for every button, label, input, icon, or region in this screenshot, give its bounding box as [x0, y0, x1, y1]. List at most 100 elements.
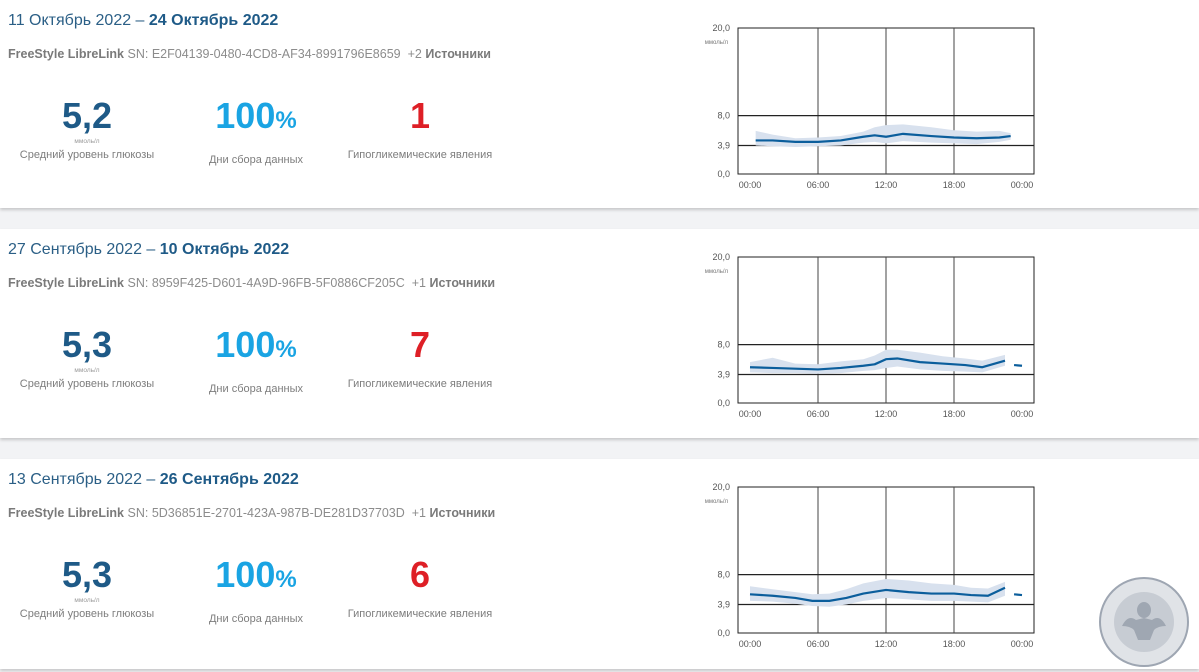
report-card-3: 13 Сентябрь 2022 – 26 Сентябрь 2022 Free…	[0, 459, 1199, 669]
avg-glucose-value: 5,3	[61, 554, 113, 595]
report-card-1: 11 Октябрь 2022 – 24 Октябрь 2022 FreeSt…	[0, 0, 1199, 208]
data-days-stat: 100% Дни сбора данных	[196, 325, 316, 396]
avg-glucose-unit: ммоль/л	[74, 597, 100, 604]
y-unit-label: ммоль/л	[705, 269, 729, 275]
date-start: 11 Октябрь 2022	[8, 12, 132, 29]
date-start: 13 Сентябрь 2022	[8, 471, 142, 488]
data-days-percent: %	[275, 107, 297, 134]
y-unit-label: ммоль/л	[705, 40, 729, 46]
x-tick-label: 06:00	[807, 409, 830, 419]
date-range: 27 Сентябрь 2022 – 10 Октябрь 2022	[8, 241, 289, 259]
data-days-value: 100	[215, 324, 276, 365]
data-days-value: 100	[215, 95, 276, 136]
date-separator: –	[141, 471, 160, 488]
avg-glucose-value: 5,2	[61, 95, 113, 136]
median-glucose-line-tail	[1013, 593, 1023, 597]
y-tick-label: 0,0	[717, 628, 730, 638]
avg-glucose-stat: 5,2 ммоль/л Средний уровень глюкозы	[12, 95, 162, 162]
date-separator: –	[141, 241, 160, 258]
y-tick-label: 0,0	[717, 169, 730, 179]
glucose-profile-chart: 0,0 3,9 8,0 20,0 ммоль/л 00:00 06:00 12:00 18:00…	[705, 482, 1035, 649]
date-start: 27 Сентябрь 2022	[8, 241, 142, 258]
date-range: 11 Октябрь 2022 – 24 Октябрь 2022	[8, 12, 278, 30]
serial-number: 8959F425-D601-4A9D-96FB-5F0886CF205C	[151, 276, 405, 290]
avg-glucose-value: 5,3	[61, 324, 113, 365]
sn-label: SN:	[127, 47, 149, 61]
device-name: FreeStyle LibreLink	[8, 506, 125, 520]
y-tick-label: 20,0	[712, 23, 730, 33]
data-days-percent: %	[275, 336, 297, 363]
hypo-events-value: 6	[409, 554, 431, 595]
x-tick-label: 06:00	[807, 639, 830, 649]
variability-band	[750, 349, 1005, 374]
device-name: FreeStyle LibreLink	[8, 276, 125, 290]
date-end: 26 Сентябрь 2022	[159, 471, 299, 488]
device-info: FreeStyle LibreLink SN: 8959F425-D601-4A…	[8, 276, 495, 290]
avg-glucose-label: Средний уровень глюкозы	[19, 378, 155, 390]
hypo-events-label: Гипогликемические явления	[347, 378, 493, 390]
y-tick-label: 20,0	[712, 252, 730, 262]
sources-link[interactable]: Источники	[429, 276, 496, 290]
y-tick-label: 3,9	[717, 141, 730, 151]
hypo-events-label: Гипогликемические явления	[347, 608, 493, 620]
data-days-stat: 100% Дни сбора данных	[196, 554, 316, 626]
device-info: FreeStyle LibreLink SN: 5D36851E-2701-42…	[8, 506, 495, 520]
x-tick-label: 00:00	[739, 409, 762, 419]
hypo-events-stat: 6 Гипогликемические явления	[340, 554, 500, 621]
data-days-stat: 100% Дни сбора данных	[196, 96, 316, 167]
sources-link[interactable]: Источники	[429, 506, 496, 520]
hypo-events-value: 7	[409, 324, 431, 365]
data-days-label: Дни сбора данных	[208, 383, 304, 395]
median-glucose-line-tail	[1013, 363, 1023, 367]
device-info: FreeStyle LibreLink SN: E2F04139-0480-4C…	[8, 47, 491, 61]
y-tick-label: 3,9	[717, 600, 730, 610]
y-tick-label: 8,0	[717, 340, 730, 350]
serial-number: E2F04139-0480-4CD8-AF34-8991796E8659	[151, 47, 401, 61]
report-card-2: 27 Сентябрь 2022 – 10 Октябрь 2022 FreeS…	[0, 229, 1199, 438]
median-glucose-line	[749, 586, 1006, 602]
data-days-value-row: 100%	[196, 325, 316, 370]
avg-glucose-stat: 5,3 ммоль/л Средний уровень глюкозы	[12, 324, 162, 391]
avg-glucose-unit: ммоль/л	[74, 138, 100, 145]
data-days-value: 100	[215, 554, 276, 595]
x-tick-label: 12:00	[875, 639, 898, 649]
x-tick-label: 12:00	[875, 409, 898, 419]
sn-label: SN:	[127, 506, 149, 520]
x-tick-label: 00:00	[1011, 409, 1034, 419]
data-days-value-row: 100%	[196, 96, 316, 141]
sources-link[interactable]: Источники	[425, 47, 491, 61]
data-days-percent: %	[275, 566, 297, 593]
avg-glucose-unit: ммоль/л	[74, 367, 100, 374]
sources-count[interactable]: +2	[407, 47, 422, 61]
hypo-events-value: 1	[409, 95, 431, 136]
serial-number: 5D36851E-2701-423A-987B-DE281D37703D	[151, 506, 405, 520]
data-days-label: Дни сбора данных	[208, 613, 304, 625]
avg-glucose-label: Средний уровень глюкозы	[19, 608, 155, 620]
date-end: 24 Октябрь 2022	[148, 12, 279, 29]
sources-count[interactable]: +1	[411, 506, 427, 520]
hypo-events-label: Гипогликемические явления	[347, 149, 493, 161]
avg-glucose-label: Средний уровень глюкозы	[19, 149, 155, 161]
median-glucose-line	[749, 357, 1006, 371]
y-tick-label: 0,0	[717, 398, 730, 408]
bodybuilder-emblem-icon	[1099, 577, 1189, 667]
avg-glucose-stat: 5,3 ммоль/л Средний уровень глюкозы	[12, 554, 162, 621]
glucose-profile-chart: 0,0 3,9 8,0 20,0 ммоль/л 00:00 06:00 12:00 18:00…	[705, 252, 1035, 419]
hypo-events-stat: 7 Гипогликемические явления	[340, 324, 500, 391]
x-tick-label: 00:00	[1011, 639, 1034, 649]
y-tick-label: 3,9	[717, 370, 730, 380]
date-end: 10 Октябрь 2022	[159, 241, 290, 258]
x-tick-label: 00:00	[739, 180, 762, 190]
x-tick-label: 00:00	[1011, 180, 1034, 190]
glucose-profile-chart: 0,0 3,9 8,0 20,0 ммоль/л 00:00 06:00 12:00 18:00…	[705, 23, 1035, 190]
x-tick-label: 00:00	[739, 639, 762, 649]
sn-label: SN:	[127, 276, 149, 290]
device-name: FreeStyle LibreLink	[8, 47, 125, 61]
y-unit-label: ммоль/л	[705, 499, 729, 505]
x-tick-label: 12:00	[875, 180, 898, 190]
sources-count[interactable]: +1	[411, 276, 426, 290]
x-tick-label: 06:00	[807, 180, 830, 190]
x-tick-label: 18:00	[943, 639, 966, 649]
date-separator: –	[131, 12, 149, 29]
y-tick-label: 8,0	[717, 570, 730, 580]
